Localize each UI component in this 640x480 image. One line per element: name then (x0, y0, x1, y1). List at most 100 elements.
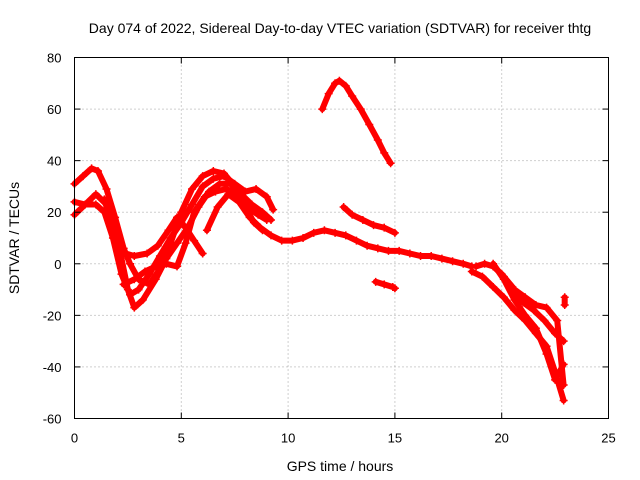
data-point-marker (467, 267, 476, 276)
data-point-marker (220, 172, 229, 181)
data-point-marker (202, 226, 211, 235)
data-point-marker (341, 81, 350, 90)
data-point-marker (138, 295, 147, 304)
data-point-marker (416, 252, 425, 261)
data-point-marker (102, 185, 111, 194)
data-point-marker (143, 249, 152, 258)
data-point-marker (121, 249, 130, 258)
data-point-marker (256, 223, 265, 232)
data-point-marker (390, 228, 399, 237)
data-point-marker (559, 380, 568, 389)
data-point-marker (222, 185, 231, 194)
data-point-marker (542, 303, 551, 312)
data-point-marker (299, 234, 308, 242)
data-point-marker (288, 236, 297, 245)
data-point-marker (224, 190, 233, 199)
data-point-marker (341, 231, 350, 240)
y-tick-label: -20 (43, 308, 62, 323)
data-point-marker (529, 306, 538, 315)
data-point-marker (134, 285, 143, 294)
data-point-marker (267, 231, 276, 240)
data-point-marker (187, 185, 196, 194)
data-point-marker (173, 239, 182, 248)
data-point-marker (252, 185, 261, 194)
data-point-marker (373, 244, 382, 253)
data-point-marker (166, 234, 175, 242)
data-point-marker (190, 208, 199, 217)
data-point-marker (140, 267, 149, 276)
data-point-marker (198, 182, 207, 191)
data-point-marker (111, 234, 120, 242)
data-point-marker (187, 200, 196, 209)
data-point-marker (151, 262, 160, 271)
data-point-marker (173, 262, 182, 271)
y-tick-label: 60 (47, 102, 61, 117)
y-tick-label: 20 (47, 205, 61, 220)
data-point-marker (324, 89, 333, 98)
data-point-marker (560, 301, 569, 310)
plot-frame (74, 57, 609, 419)
data-point-marker (459, 259, 468, 268)
data-point-marker (269, 205, 278, 214)
data-point-marker (472, 262, 481, 271)
data-point-marker (358, 215, 367, 224)
data-point-marker (480, 259, 489, 268)
data-point-marker (277, 236, 286, 245)
data-point-marker (348, 210, 357, 219)
chart-title: Day 074 of 2022, Sidereal Day-to-day VTE… (89, 20, 591, 36)
data-point-marker (489, 282, 498, 291)
data-point-marker (262, 215, 271, 224)
data-point-marker (371, 277, 380, 286)
data-point-marker (331, 228, 340, 237)
data-point-marker (162, 259, 171, 268)
data-point-marker (262, 192, 271, 201)
data-point-marker (309, 228, 318, 237)
y-tick-label: -60 (43, 412, 62, 427)
data-point-marker (560, 293, 569, 302)
data-point-marker (519, 298, 528, 307)
data-point-marker (363, 241, 372, 250)
data-point-marker (181, 239, 190, 248)
data-point-marker (173, 213, 182, 222)
data-point-marker (551, 375, 560, 384)
data-point-marker (448, 257, 457, 266)
data-point-marker (521, 311, 530, 320)
data-point-marker (339, 203, 348, 212)
data-point-marker (559, 396, 568, 405)
data-point-marker (510, 306, 519, 315)
data-point-marker (499, 272, 508, 281)
data-point-marker (130, 252, 139, 261)
data-point-marker (234, 197, 243, 206)
data-point-marker (245, 213, 254, 222)
y-axis-label: SDTVAR / TECUs (6, 182, 22, 294)
data-point-marker (352, 236, 361, 245)
data-point-marker (331, 79, 340, 88)
data-point-marker (164, 226, 173, 235)
data-point-marker (499, 293, 508, 302)
data-point-marker (365, 120, 374, 129)
data-point-marker (130, 303, 139, 312)
data-point-marker (190, 236, 199, 245)
data-point-marker (384, 246, 393, 255)
data-point-marker (380, 148, 389, 157)
data-point-marker (427, 252, 436, 261)
data-point-marker (213, 203, 222, 212)
x-tick-label: 10 (281, 431, 295, 446)
y-tick-label: 0 (54, 257, 61, 272)
data-point-marker (553, 316, 562, 325)
data-point-marker (380, 280, 389, 289)
data-point-marker (373, 136, 382, 145)
data-point-marker (478, 272, 487, 281)
data-point-marker (151, 275, 160, 284)
data-point-marker (81, 200, 90, 209)
data-point-marker (386, 159, 395, 168)
data-point-marker (211, 187, 220, 196)
x-tick-label: 5 (178, 431, 185, 446)
data-point-marker (153, 241, 162, 250)
data-point-marker (356, 105, 365, 114)
data-point-marker (254, 210, 263, 219)
data-point-marker (91, 200, 100, 209)
data-point-marker (198, 172, 207, 181)
data-point-marker (91, 190, 100, 199)
data-point-marker (380, 223, 389, 232)
